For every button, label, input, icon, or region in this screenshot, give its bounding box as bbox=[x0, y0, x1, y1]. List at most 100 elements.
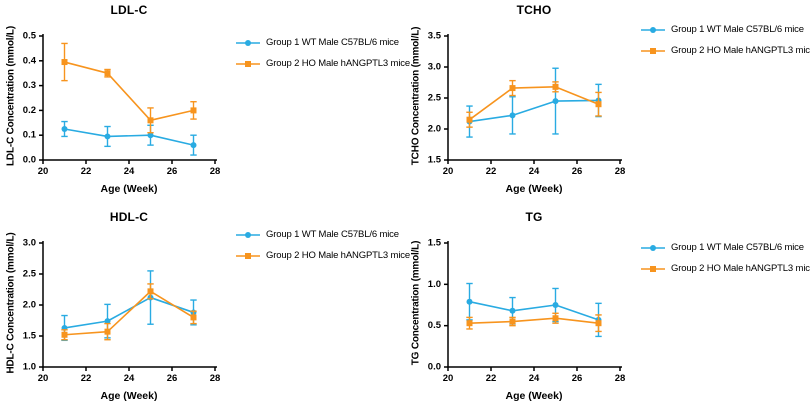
legend-item-group2: Group 2 HO Male hANGPTL3 mice bbox=[236, 57, 410, 70]
axes: 1.0 1.5 2.0 2.5 3.0 20 22 24 26 28 bbox=[23, 238, 221, 385]
x-axis-label: Age (Week) bbox=[505, 183, 563, 195]
data-point-marker bbox=[147, 117, 154, 124]
x-tick-label: 20 bbox=[38, 166, 49, 177]
data-point-marker bbox=[104, 70, 111, 77]
x-tick-label: 24 bbox=[529, 166, 540, 177]
plot-area-ldl-c: 0.0 0.1 0.2 0.3 0.4 0.5 20 22 24 26 28 bbox=[23, 31, 221, 178]
legend-item-group1: Group 1 WT Male C57BL/6 mice bbox=[236, 36, 410, 49]
data-point-marker bbox=[104, 318, 111, 325]
data-point-marker bbox=[509, 112, 516, 119]
group2-line-marker-icon bbox=[236, 252, 260, 259]
data-point-marker bbox=[466, 298, 473, 305]
x-tick-label: 28 bbox=[615, 373, 626, 384]
series-group1 bbox=[61, 270, 197, 342]
group1-line-marker-icon bbox=[236, 39, 260, 46]
series-line bbox=[64, 290, 194, 336]
legend-label-group1: Group 1 WT Male C57BL/6 mice bbox=[671, 24, 804, 35]
legend-item-group1: Group 1 WT Male C57BL/6 mice bbox=[236, 228, 410, 241]
group1-line-marker-icon bbox=[641, 244, 665, 251]
series-line bbox=[469, 86, 599, 121]
data-point-marker bbox=[147, 132, 154, 139]
x-tick-label: 28 bbox=[210, 373, 221, 384]
chart-title: TCHO bbox=[516, 3, 552, 17]
y-tick-label: 1.5 bbox=[428, 238, 442, 249]
y-tick-label: 3.5 bbox=[428, 31, 442, 42]
x-tick-label: 24 bbox=[124, 166, 135, 177]
data-point-marker bbox=[552, 302, 559, 308]
chart-cell-hdl-c: 1.0 1.5 2.0 2.5 3.0 20 22 24 26 28 HDL-C HDL-C Co… bbox=[0, 207, 411, 414]
series-line bbox=[64, 128, 194, 146]
y-tick-label: 1.0 bbox=[428, 279, 441, 290]
data-point-marker bbox=[552, 98, 559, 105]
x-tick-label: 28 bbox=[210, 166, 221, 177]
data-point-marker bbox=[552, 315, 559, 322]
axes: 0.0 0.1 0.2 0.3 0.4 0.5 20 22 24 26 28 bbox=[23, 31, 221, 178]
series-line bbox=[469, 317, 599, 324]
plot-area-tg: 0.0 0.5 1.0 1.5 20 22 24 26 28 bbox=[428, 238, 626, 385]
legend-label-group2: Group 2 HO Male hANGPTL3 mice bbox=[266, 250, 411, 261]
y-tick-label: 0.4 bbox=[23, 55, 37, 66]
legend-marker-symbol bbox=[245, 252, 251, 259]
y-tick-label: 0.5 bbox=[428, 320, 442, 331]
series-line bbox=[64, 296, 194, 329]
data-point-marker bbox=[104, 133, 111, 140]
axes: 0.0 0.5 1.0 1.5 20 22 24 26 28 bbox=[428, 238, 626, 385]
data-point-marker bbox=[552, 83, 559, 90]
x-tick-label: 24 bbox=[529, 373, 540, 384]
legend-item-group1: Group 1 WT Male C57BL/6 mice bbox=[641, 23, 810, 36]
series-line bbox=[64, 61, 194, 122]
data-point-marker bbox=[61, 331, 68, 338]
x-axis-label: Age (Week) bbox=[505, 390, 563, 402]
chart-cell-tcho: 1.5 2.0 2.5 3.0 3.5 20 22 24 26 28 TCHO TCHO Conc… bbox=[405, 0, 810, 207]
x-tick-label: 22 bbox=[81, 373, 92, 384]
y-tick-label: 0.5 bbox=[23, 31, 37, 42]
legend-marker-symbol bbox=[650, 244, 656, 251]
y-tick-label: 3.0 bbox=[23, 238, 36, 249]
legend-label-group2: Group 2 HO Male hANGPTL3 mice bbox=[671, 263, 810, 274]
group2-line-marker-icon bbox=[641, 265, 665, 272]
y-tick-label: 1.5 bbox=[428, 155, 442, 166]
x-tick-label: 20 bbox=[443, 166, 454, 177]
y-tick-label: 3.0 bbox=[428, 62, 441, 73]
legend-marker-symbol bbox=[245, 231, 251, 238]
y-tick-label: 2.5 bbox=[428, 93, 442, 104]
x-tick-label: 22 bbox=[486, 373, 497, 384]
data-point-marker bbox=[595, 320, 602, 327]
legend-item-group2: Group 2 HO Male hANGPTL3 mice bbox=[641, 44, 810, 57]
chart-cell-ldl-c: 0.0 0.1 0.2 0.3 0.4 0.5 20 22 24 26 28 LDL-C LDL-C… bbox=[0, 0, 411, 207]
y-tick-label: 0.0 bbox=[23, 155, 36, 166]
legend-marker-symbol bbox=[650, 47, 656, 54]
legend-marker-symbol bbox=[245, 39, 251, 46]
group2-line-marker-icon bbox=[236, 60, 260, 67]
group1-line-marker-icon bbox=[641, 26, 665, 33]
series-group2 bbox=[61, 42, 197, 134]
x-tick-label: 26 bbox=[572, 373, 583, 384]
legend-label-group1: Group 1 WT Male C57BL/6 mice bbox=[671, 242, 804, 253]
axes: 1.5 2.0 2.5 3.0 3.5 20 22 24 26 28 bbox=[428, 31, 626, 178]
legend-label-group2: Group 2 HO Male hANGPTL3 mice bbox=[266, 58, 411, 69]
y-axis-label: TCHO Concentration (mmol/L) bbox=[410, 26, 422, 166]
x-tick-label: 28 bbox=[615, 166, 626, 177]
data-point-marker bbox=[147, 288, 154, 295]
series-line bbox=[469, 300, 599, 321]
legend: Group 1 WT Male C57BL/6 mice Group 2 HO … bbox=[236, 228, 410, 270]
series-group2 bbox=[61, 283, 197, 341]
series-group1 bbox=[466, 282, 602, 338]
legend-item-group2: Group 2 HO Male hANGPTL3 mice bbox=[641, 262, 810, 275]
data-point-marker bbox=[595, 101, 602, 108]
legend: Group 1 WT Male C57BL/6 mice Group 2 HO … bbox=[236, 36, 410, 78]
series-group1 bbox=[61, 120, 197, 156]
data-point-marker bbox=[466, 320, 473, 327]
plot-area-tcho: 1.5 2.0 2.5 3.0 3.5 20 22 24 26 28 bbox=[428, 31, 626, 178]
data-point-marker bbox=[61, 59, 68, 66]
y-axis-label: TG Concentration (mmol/L) bbox=[410, 240, 422, 366]
legend-item-group1: Group 1 WT Male C57BL/6 mice bbox=[641, 241, 810, 254]
series-group1 bbox=[466, 67, 602, 138]
y-tick-label: 0.1 bbox=[23, 130, 37, 141]
legend-label-group1: Group 1 WT Male C57BL/6 mice bbox=[266, 229, 399, 240]
x-tick-label: 24 bbox=[124, 373, 135, 384]
legend-marker-symbol bbox=[650, 26, 656, 33]
series-line bbox=[469, 99, 599, 123]
y-axis-label: HDL-C Concentration (mmol/L) bbox=[5, 232, 17, 374]
